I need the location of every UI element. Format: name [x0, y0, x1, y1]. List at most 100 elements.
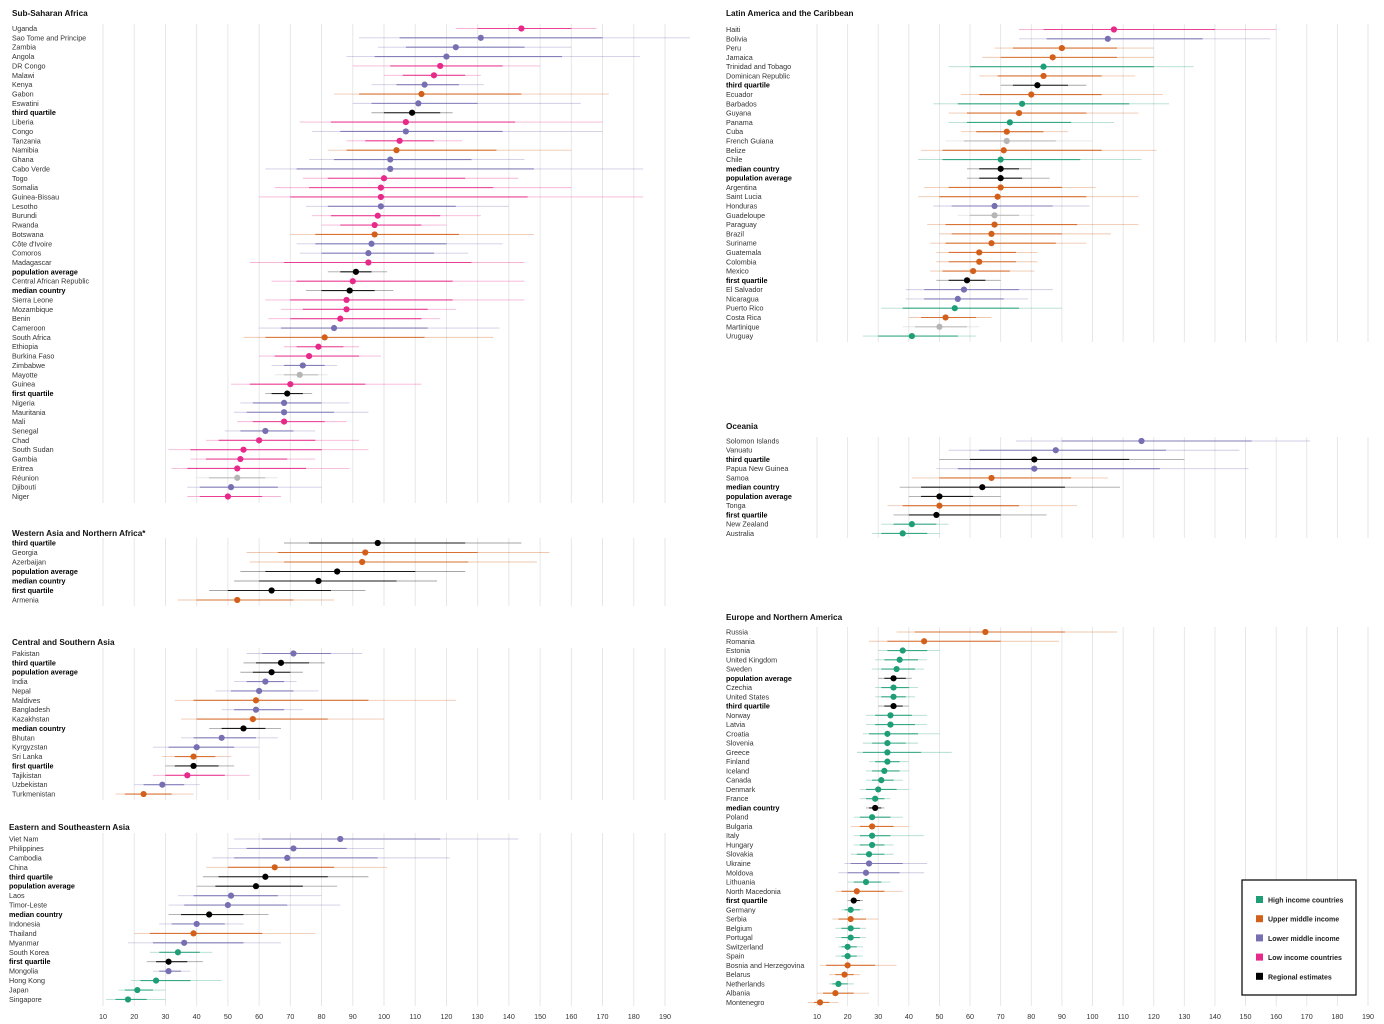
row-label: Pakistan	[12, 649, 40, 658]
data-row-samoa: Samoa	[726, 473, 1108, 482]
row-label: Indonesia	[9, 919, 40, 928]
data-row-r-union: Réunion	[12, 473, 278, 482]
row-label: Lithuania	[726, 878, 755, 887]
estimate-dot	[1006, 119, 1013, 126]
data-row-viet-nam: Viet Nam	[9, 835, 519, 844]
estimate-dot	[1031, 465, 1038, 472]
tick-label: 70	[997, 1012, 1005, 1021]
data-row-argentina: Argentina	[726, 183, 1096, 192]
row-label: Paraguay	[726, 220, 757, 229]
data-row-first-quartile: first quartile	[12, 761, 235, 770]
row-label: Slovenia	[726, 739, 754, 748]
row-label: Costa Rica	[726, 313, 761, 322]
estimate-dot	[869, 823, 876, 830]
estimate-dot	[1028, 91, 1035, 98]
row-label: population average	[12, 267, 78, 276]
tick-label: 160	[565, 1012, 577, 1021]
panel-title: Europe and Northern America	[726, 613, 843, 622]
data-row-iceland: Iceland	[726, 766, 909, 775]
row-label: Albania	[726, 989, 750, 998]
row-label: median country	[726, 483, 780, 492]
estimate-dot	[321, 334, 328, 341]
tick-label: 180	[628, 1012, 640, 1021]
estimate-dot	[237, 455, 244, 463]
row-label: South Sudan	[12, 445, 54, 454]
estimate-dot	[280, 418, 288, 425]
estimate-dot	[415, 100, 422, 107]
legend-item-upper-middle-income: Upper middle income	[1256, 915, 1339, 924]
estimate-dot	[893, 665, 900, 673]
tick-label: 110	[1117, 1012, 1128, 1021]
data-row-mayotte: Mayotte	[12, 370, 328, 379]
data-row-australia: Australia	[726, 529, 940, 538]
estimate-dot	[218, 734, 225, 741]
estimate-dot	[337, 835, 344, 843]
row-label: Uganda	[12, 24, 37, 33]
data-row-benin: Benin	[12, 314, 441, 323]
data-row-slovakia: Slovakia	[726, 850, 894, 859]
estimate-dot	[349, 278, 356, 285]
row-label: Senegal	[12, 426, 39, 435]
data-row-germany: Germany	[726, 905, 863, 914]
estimate-dot	[1040, 63, 1047, 70]
data-row-georgia: Georgia	[12, 548, 550, 557]
gridlines-eastern-and-southeastern-asia	[102, 833, 666, 1006]
data-row-zambia: Zambia	[12, 43, 572, 52]
estimate-dot	[1003, 137, 1010, 145]
estimate-dot	[280, 409, 288, 416]
row-label: population average	[726, 674, 792, 683]
legend-item-low-income-countries: Low income countries	[1256, 953, 1342, 962]
estimate-dot	[890, 693, 897, 700]
data-row-kyrgyzstan: Kyrgyzstan	[12, 743, 260, 752]
data-row-belgium: Belgium	[726, 924, 866, 933]
data-row-median-country: median country	[726, 483, 1121, 492]
estimate-dot	[409, 109, 416, 116]
estimate-dot	[936, 323, 943, 330]
panel-title: Central and Southern Asia	[12, 638, 115, 647]
row-label: Cambodia	[9, 853, 42, 862]
row-label: Georgia	[12, 548, 38, 557]
data-row-congo: Congo	[12, 127, 603, 136]
estimate-dot	[872, 795, 879, 802]
data-row-lesotho: Lesotho	[12, 202, 509, 211]
tick-label: 90	[1058, 1012, 1066, 1021]
estimate-dot	[262, 873, 269, 880]
estimate-dot	[988, 474, 995, 482]
data-row-cuba: Cuba	[726, 127, 1069, 136]
data-row-guatemala: Guatemala	[726, 248, 1038, 257]
data-row-thailand: Thailand	[9, 929, 316, 938]
data-row-slovenia: Slovenia	[726, 739, 919, 748]
row-label: Chad	[12, 436, 29, 445]
estimate-dot	[1040, 72, 1047, 80]
row-label: first quartile	[9, 957, 51, 966]
legend-swatch	[1256, 972, 1263, 980]
estimate-dot	[284, 390, 291, 397]
estimate-dot	[190, 762, 197, 770]
row-label: Spain	[726, 952, 744, 961]
data-row-ethiopia: Ethiopia	[12, 342, 360, 351]
row-label: Burundi	[12, 211, 37, 220]
estimate-dot	[887, 712, 894, 719]
data-row-france: France	[726, 794, 891, 803]
row-label: population average	[12, 567, 78, 576]
data-row-turkmenistan: Turkmenistan	[12, 790, 194, 799]
row-label: Uruguay	[726, 332, 754, 341]
estimate-dot	[862, 869, 870, 876]
data-row-south-korea: South Korea	[9, 948, 213, 957]
row-label: Japan	[9, 986, 29, 995]
data-row-laos: Laos	[9, 891, 322, 900]
estimate-dot	[976, 249, 983, 256]
gridlines-western-asia-and-northern-africa	[102, 538, 666, 606]
data-row-population-average: population average	[726, 674, 912, 683]
data-row-philippines: Philippines	[9, 844, 384, 853]
estimate-dot	[997, 175, 1004, 182]
estimate-dot	[227, 892, 235, 899]
data-row-papua-new-guinea: Papua New Guinea	[726, 464, 1249, 473]
estimate-dot	[1110, 26, 1118, 33]
row-label: Liberia	[12, 118, 34, 127]
estimate-dot	[884, 758, 891, 765]
row-label: Cuba	[726, 127, 743, 136]
row-label: Ecuador	[726, 90, 753, 99]
data-row-hungary: Hungary	[726, 840, 894, 849]
